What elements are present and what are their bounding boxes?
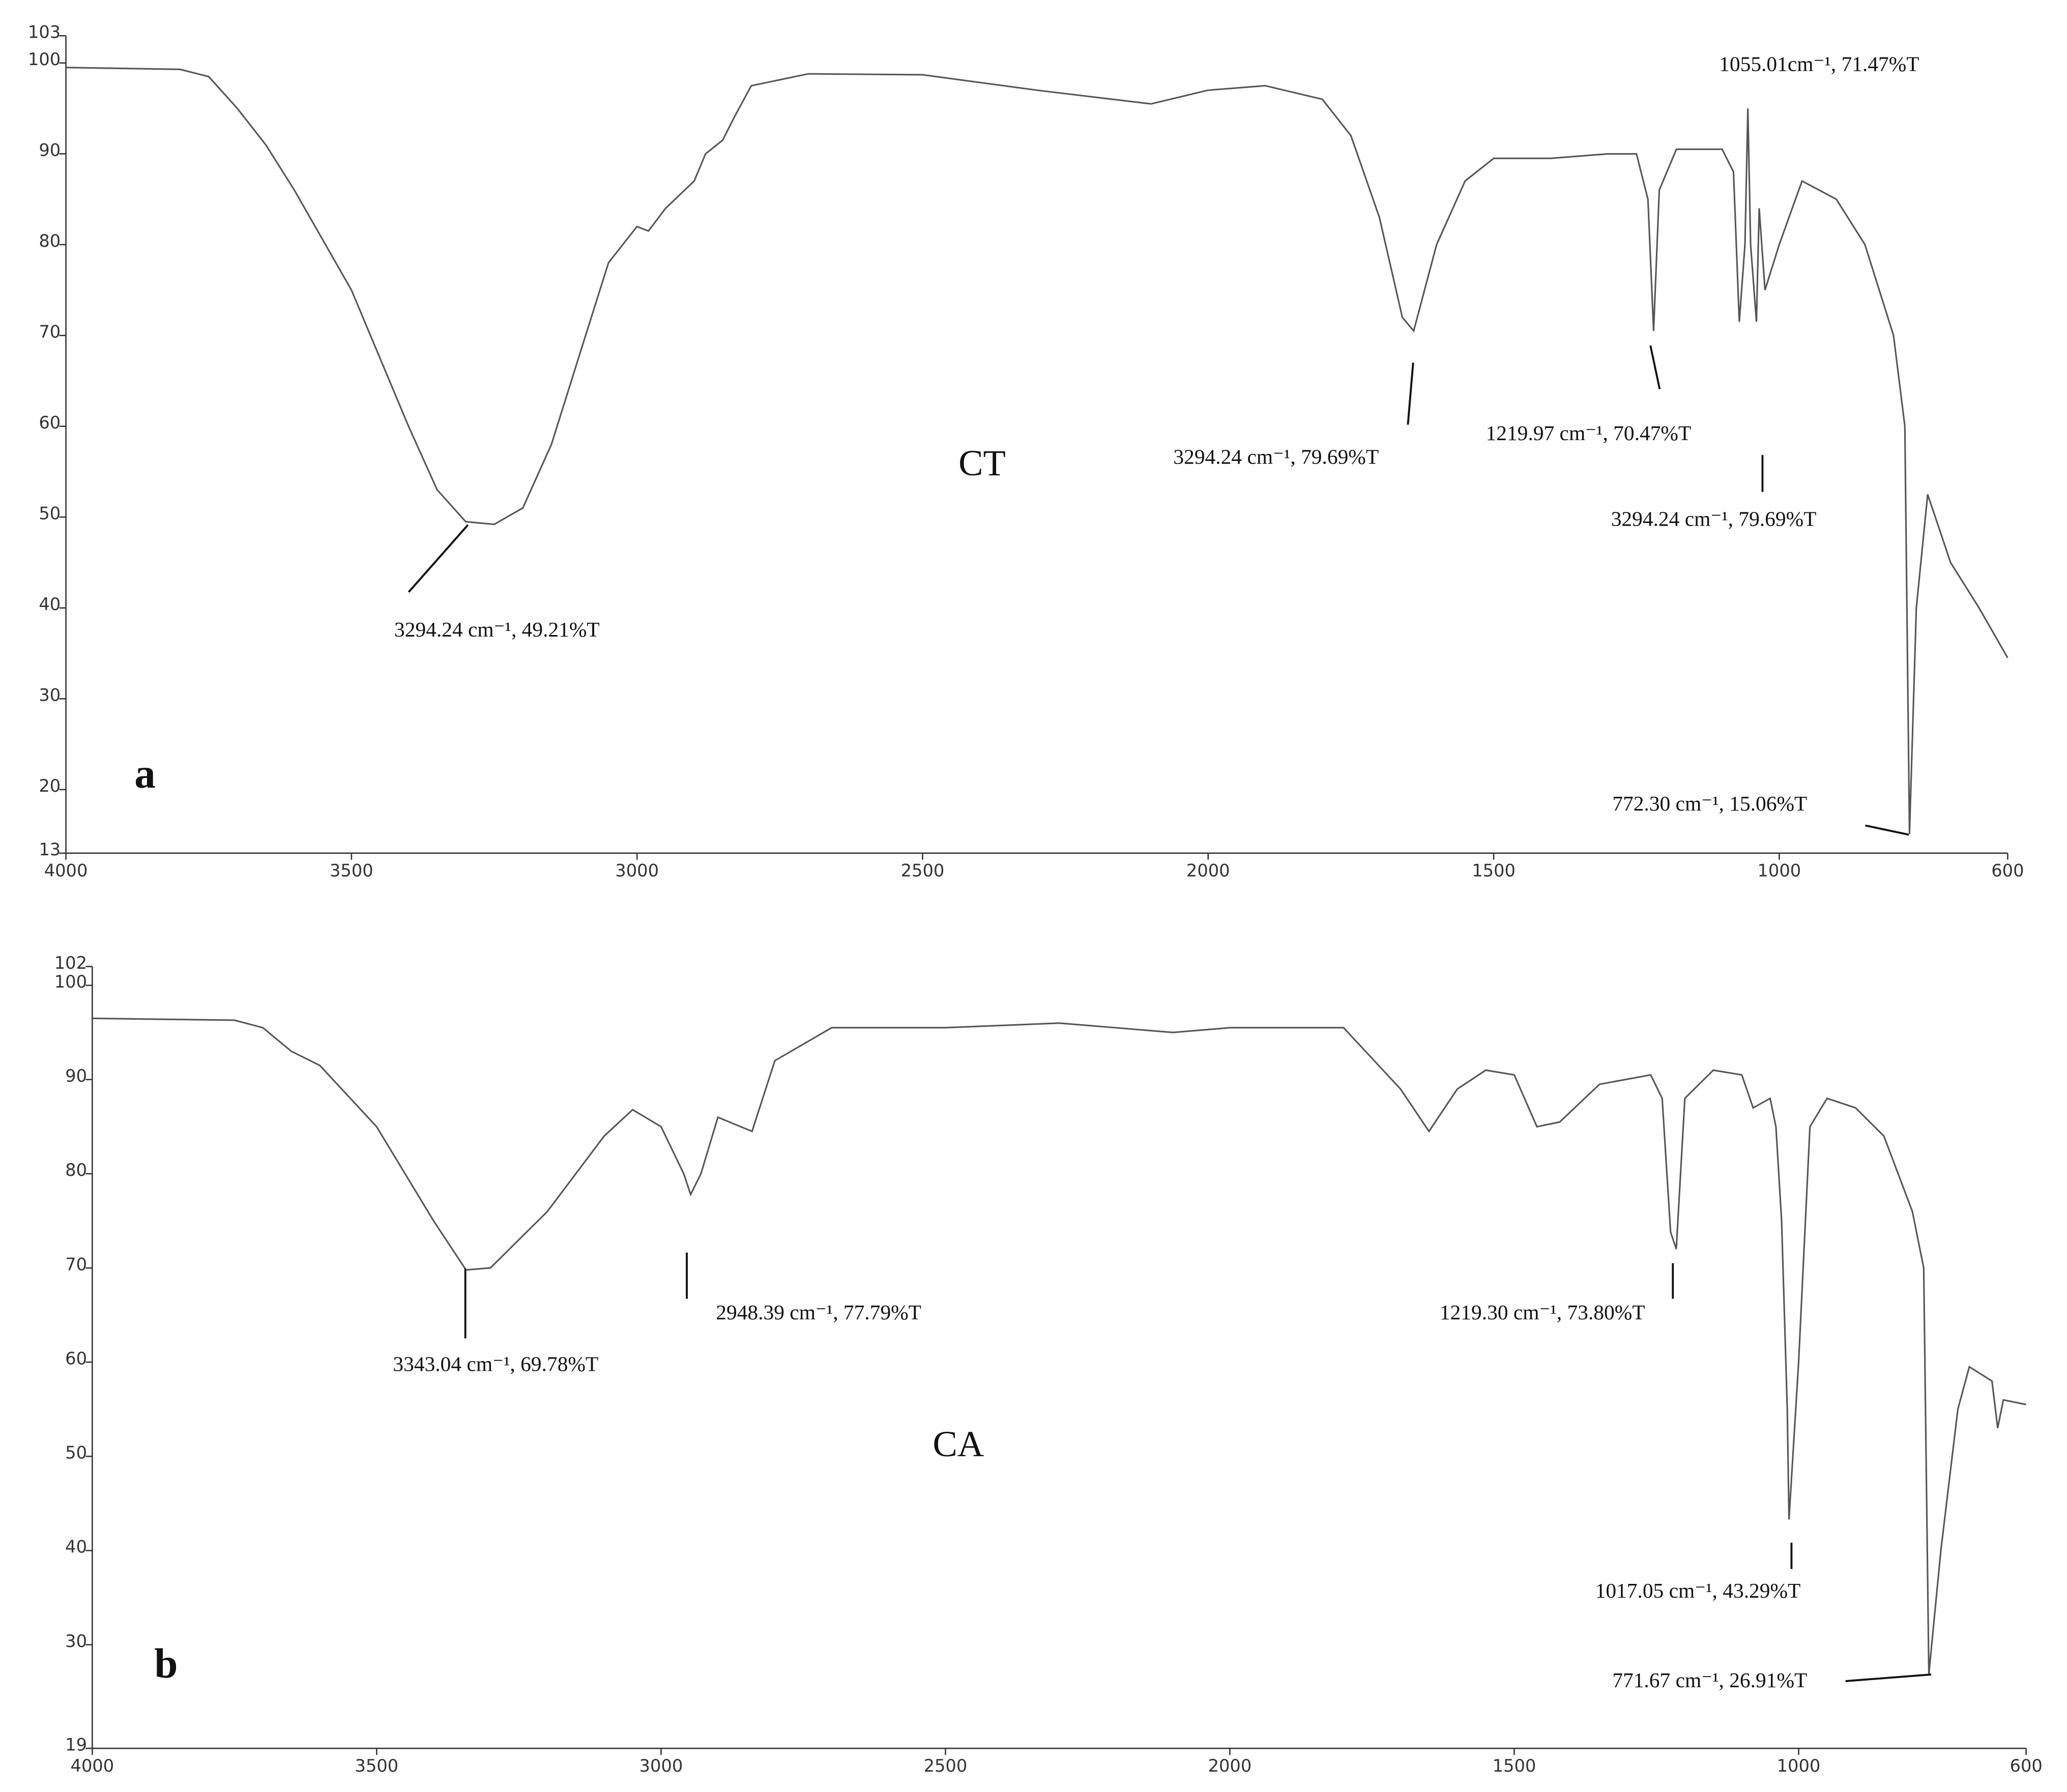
- x-tick-label: 3000: [639, 1756, 683, 1776]
- y-tick-label: 80: [39, 231, 61, 251]
- annotation: 3294.24 cm⁻¹, 79.69%T: [1173, 445, 1379, 469]
- y-tick-label: 100: [28, 49, 61, 69]
- y-tick-label: 13: [39, 840, 61, 859]
- x-tick-label: 3500: [355, 1756, 399, 1776]
- y-tick-label: 102: [54, 953, 87, 973]
- annotation-leader: [407, 524, 469, 593]
- x-tick-label: 2000: [1208, 1756, 1252, 1776]
- annotation: 1219.97 cm⁻¹, 70.47%T: [1486, 421, 1692, 445]
- y-tick-label: 100: [54, 972, 87, 992]
- y-tick-label: 19: [65, 1735, 87, 1755]
- annotation: 3343.04 cm⁻¹, 69.78%T: [393, 1352, 598, 1375]
- y-tick-label: 40: [65, 1537, 87, 1557]
- x-tick-label: 2500: [901, 861, 945, 881]
- x-tick-label: 4000: [44, 861, 88, 881]
- x-tick-label: 2500: [924, 1756, 968, 1776]
- annotation: 771.67 cm⁻¹, 26.91%T: [1612, 1668, 1807, 1692]
- annotation: 1219.30 cm⁻¹, 73.80%T: [1440, 1300, 1645, 1324]
- x-tick-label: 3500: [330, 861, 373, 881]
- x-tick-label: 1000: [1777, 1756, 1821, 1776]
- sample-name: CT: [958, 442, 1006, 483]
- annotation: 2948.39 cm⁻¹, 77.79%T: [716, 1300, 921, 1324]
- x-tick-label: 4000: [71, 1756, 114, 1776]
- annotation: 1017.05 cm⁻¹, 43.29%T: [1595, 1579, 1801, 1602]
- sample-name: CA: [933, 1423, 984, 1464]
- annotation: 3294.24 cm⁻¹, 49.21%T: [394, 618, 600, 641]
- spectrum-line: [92, 1017, 2026, 1674]
- annotation-leader: [1407, 362, 1414, 425]
- y-tick-label: 30: [39, 685, 61, 705]
- annotation-leader: [1845, 1673, 1932, 1682]
- annotation-leader: [1649, 345, 1661, 390]
- x-tick-label: 1000: [1758, 861, 1801, 881]
- y-tick-label: 70: [65, 1254, 87, 1274]
- y-tick-label: 90: [65, 1066, 87, 1086]
- annotation: 3294.24 cm⁻¹, 79.69%T: [1611, 507, 1817, 530]
- x-tick-label: 1500: [1493, 1756, 1536, 1776]
- panel-label: a: [134, 750, 155, 797]
- x-tick-label: 1500: [1472, 861, 1516, 881]
- spectrum-line: [66, 67, 2008, 834]
- y-tick-label: 20: [39, 776, 61, 796]
- y-tick-label: 50: [65, 1443, 87, 1463]
- x-tick-label: 2000: [1186, 861, 1230, 881]
- y-tick-label: 40: [39, 594, 61, 614]
- x-tick-label: 600: [2010, 1756, 2043, 1776]
- annotation: 1055.01cm⁻¹, 71.47%T: [1719, 52, 1919, 75]
- x-tick-label: 3000: [615, 861, 659, 881]
- y-tick-label: 60: [65, 1348, 87, 1368]
- y-tick-label: 70: [39, 322, 61, 342]
- x-tick-label: 600: [1991, 861, 2024, 881]
- y-tick-label: 80: [65, 1160, 87, 1180]
- y-tick-label: 60: [39, 413, 61, 432]
- y-tick-label: 30: [65, 1631, 87, 1651]
- annotation-leader: [1865, 824, 1909, 836]
- y-tick-label: 90: [39, 140, 61, 160]
- y-tick-label: 50: [39, 504, 61, 524]
- annotation: 772.30 cm⁻¹, 15.06%T: [1612, 792, 1807, 815]
- y-tick-label: 103: [28, 22, 61, 42]
- panel-label: b: [154, 1640, 178, 1687]
